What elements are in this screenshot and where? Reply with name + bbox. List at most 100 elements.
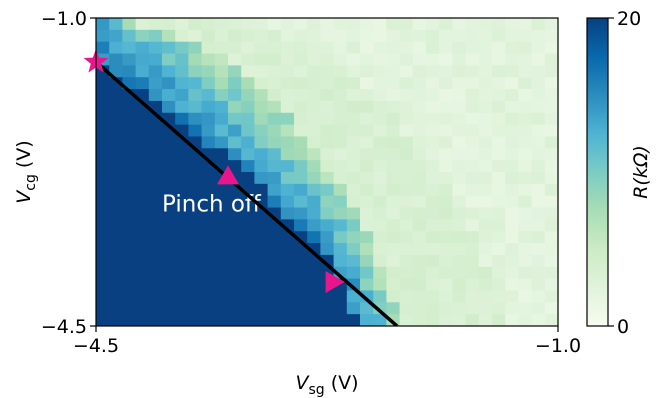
heatmap-cell	[135, 254, 150, 268]
heatmap-cell	[96, 172, 110, 185]
heatmap-cell	[280, 172, 295, 185]
heatmap-cell	[452, 231, 467, 244]
heatmap-cell	[280, 53, 295, 66]
heatmap-cell	[228, 314, 242, 326]
heatmap-cell	[228, 89, 242, 102]
heatmap-cell	[439, 266, 453, 280]
heatmap-cell	[544, 219, 558, 232]
heatmap-cell	[162, 231, 176, 244]
heatmap-cell	[439, 314, 453, 326]
heatmap-cell	[518, 65, 533, 78]
heatmap-cell	[294, 148, 308, 161]
heatmap-cell	[201, 29, 216, 43]
heatmap-cell	[162, 77, 176, 90]
heatmap-cell	[518, 89, 533, 102]
heatmap-cell	[280, 314, 295, 326]
heatmap-cell	[505, 302, 519, 315]
heatmap-cell	[386, 112, 401, 126]
heatmap-cell	[267, 314, 282, 326]
heatmap-cell	[228, 65, 242, 78]
heatmap-cell	[412, 302, 427, 315]
heatmap-cell	[254, 89, 269, 102]
heatmap-cell	[505, 160, 519, 173]
heatmap-cell	[96, 29, 110, 43]
heatmap-cell	[478, 231, 493, 244]
heatmap-cell	[267, 89, 282, 102]
heatmap-cell	[386, 136, 401, 149]
heatmap-cell	[465, 207, 480, 220]
heatmap-cell	[360, 266, 374, 280]
heatmap-cell	[280, 302, 295, 315]
heatmap-cell	[254, 124, 269, 138]
heatmap-cell	[241, 29, 255, 43]
heatmap-cell	[478, 219, 493, 232]
heatmap-cell	[492, 18, 506, 31]
heatmap-cell	[478, 183, 493, 197]
heatmap-cell	[386, 183, 401, 197]
heatmap-cell	[109, 172, 123, 185]
heatmap-cell	[373, 302, 387, 315]
heatmap-cell	[241, 254, 255, 268]
heatmap-cell	[426, 207, 440, 220]
heatmap-cell	[505, 172, 519, 185]
heatmap-cell	[267, 112, 282, 126]
heatmap-cell	[214, 148, 229, 161]
heatmap-cell	[122, 100, 137, 114]
heatmap-cell	[505, 41, 519, 55]
heatmap-cell	[333, 112, 348, 126]
heatmap-cell	[148, 195, 163, 209]
heatmap-cell	[122, 124, 137, 138]
heatmap-cell	[188, 231, 203, 244]
heatmap-cell	[360, 314, 374, 326]
heatmap-cell	[531, 278, 546, 292]
heatmap-cell	[241, 148, 255, 161]
heatmap-cell	[214, 278, 229, 292]
heatmap-cell	[518, 314, 533, 326]
heatmap-cell	[386, 302, 401, 315]
heatmap-cell	[518, 148, 533, 161]
heatmap-cell	[531, 136, 546, 149]
heatmap-cell	[426, 112, 440, 126]
heatmap-cell	[386, 266, 401, 280]
heatmap-cell	[135, 278, 150, 292]
heatmap-cell	[492, 65, 506, 78]
heatmap-cell	[399, 136, 414, 149]
heatmap-cell	[544, 100, 558, 114]
heatmap-cell	[544, 148, 558, 161]
heatmap-cell	[135, 195, 150, 209]
heatmap-cell	[531, 195, 546, 209]
heatmap-cell	[267, 18, 282, 31]
heatmap-cell	[122, 290, 137, 303]
heatmap-cell	[135, 124, 150, 138]
heatmap-cell	[294, 100, 308, 114]
heatmap-cell	[346, 302, 361, 315]
heatmap-cell	[228, 254, 242, 268]
heatmap-cell	[148, 89, 163, 102]
heatmap-cell	[320, 136, 335, 149]
heatmap-cell	[162, 219, 176, 232]
heatmap-cell	[478, 278, 493, 292]
heatmap-cell	[109, 207, 123, 220]
heatmap-cell	[360, 112, 374, 126]
heatmap-cell	[452, 302, 467, 315]
heatmap-cell	[201, 89, 216, 102]
heatmap-cell	[333, 172, 348, 185]
heatmap-cell	[135, 243, 150, 256]
heatmap-cell	[505, 314, 519, 326]
heatmap-cell	[346, 231, 361, 244]
heatmap-cell	[478, 148, 493, 161]
heatmap-cell	[280, 207, 295, 220]
heatmap	[96, 18, 558, 326]
heatmap-cell	[478, 314, 493, 326]
heatmap-cell	[373, 29, 387, 43]
heatmap-cell	[214, 77, 229, 90]
heatmap-cell	[109, 89, 123, 102]
heatmap-cell	[412, 290, 427, 303]
heatmap-cell	[162, 41, 176, 55]
heatmap-cell	[96, 136, 110, 149]
heatmap-cell	[465, 243, 480, 256]
heatmap-cell	[465, 100, 480, 114]
heatmap-cell	[399, 266, 414, 280]
heatmap-cell	[214, 254, 229, 268]
heatmap-cell	[531, 65, 546, 78]
